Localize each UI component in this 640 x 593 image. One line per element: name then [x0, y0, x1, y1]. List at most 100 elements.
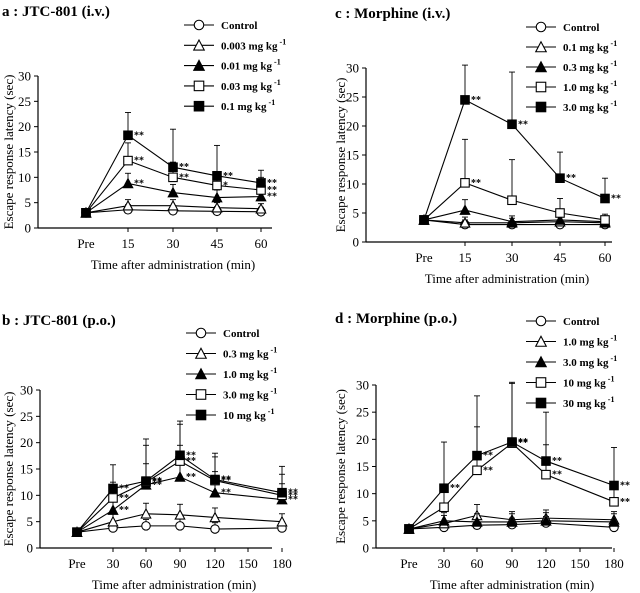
significance-mark: **: [186, 472, 196, 483]
legend-unit-superscript: -1: [266, 407, 275, 416]
y-tick-label: 5: [27, 514, 34, 529]
significance-mark: **: [288, 495, 298, 506]
significance-mark: **: [471, 178, 481, 189]
legend-unit-superscript: -1: [269, 346, 278, 355]
data-point: [609, 480, 619, 491]
significance-mark: **: [620, 497, 630, 508]
legend-marker: [195, 409, 207, 421]
series-4: ** ** ** **: [419, 64, 621, 225]
series-line: [408, 520, 615, 530]
data-point: [168, 172, 178, 183]
series-line: [76, 525, 283, 533]
series-line: [76, 513, 283, 533]
data-point: [141, 521, 151, 531]
legend-marker: [535, 397, 547, 409]
legend-unit-superscript: -1: [609, 39, 618, 48]
data-point: [600, 215, 610, 225]
x-tick-label: Pre: [77, 236, 95, 251]
legend-unit-superscript: -1: [269, 387, 278, 396]
legend-unit-superscript: -1: [609, 79, 618, 88]
data-point: [210, 474, 220, 485]
y-axis-label: Escape response latency (sec): [1, 75, 16, 230]
data-point: [276, 515, 288, 527]
legend-label: Control: [221, 20, 257, 32]
significance-mark: **: [223, 171, 233, 182]
legend-label: 0.003 mg kg -1: [221, 37, 286, 52]
x-tick-label: 120: [536, 556, 556, 571]
panel-b: b : JTC-801 (p.o.) 0 5 10 15 20 25 30 Pre 30 60 90 1…: [1, 313, 298, 592]
legend-label: 3.0 mg kg -1: [563, 99, 617, 114]
legend-label: 10 mg kg -1: [563, 375, 614, 390]
legend-marker: [193, 80, 205, 92]
data-point: [141, 476, 151, 486]
data-point: [540, 514, 552, 526]
data-point: [174, 470, 186, 482]
y-tick-label: 25: [346, 90, 359, 105]
data-point: [609, 497, 619, 507]
data-point: [472, 465, 482, 476]
panel-title: d : Morphine (p.o.): [335, 311, 457, 327]
data-point: [209, 511, 221, 523]
data-point: [255, 202, 267, 214]
panel-c: c : Morphine (i.v.) 0 5 10 15 20 25 30 Pre 15 30 45…: [333, 6, 621, 286]
y-axis-label: Escape response latency (sec): [1, 392, 16, 547]
x-tick-label: 60: [140, 556, 153, 571]
data-point: [174, 508, 186, 520]
x-tick-label: 60: [471, 556, 484, 571]
y-tick-label: 25: [356, 405, 369, 420]
x-tick-label: Pre: [400, 556, 418, 571]
data-point: [72, 527, 82, 538]
x-tick-label: Pre: [415, 250, 433, 265]
data-point: [555, 173, 565, 183]
data-point: [167, 199, 179, 211]
data-point: [209, 486, 221, 498]
x-tick-label: Pre: [68, 556, 86, 571]
significance-mark: **: [566, 173, 576, 184]
data-point: [471, 515, 483, 527]
significance-mark: **: [518, 119, 528, 130]
legend-unit-superscript: -1: [272, 58, 281, 67]
legend-label: 0.1 mg kg -1: [563, 39, 617, 54]
significance-mark: **: [221, 475, 231, 486]
legend-label: 3.0 mg kg -1: [223, 387, 277, 402]
significance-mark: **: [134, 156, 144, 167]
data-point: [460, 178, 470, 188]
significance-mark: **: [471, 95, 481, 106]
data-point: [555, 208, 565, 218]
significance-mark: **: [611, 194, 621, 205]
series-4: ** ** ** ** **: [404, 381, 630, 534]
x-tick-label: 180: [272, 556, 292, 571]
significance-mark: **: [267, 192, 277, 203]
legend-marker: [535, 101, 547, 113]
series-line: [408, 522, 615, 530]
y-tick-label: 10: [356, 486, 369, 501]
y-tick-label: 0: [25, 221, 32, 236]
data-point: [439, 502, 449, 513]
significance-mark: **: [119, 483, 129, 494]
legend-unit-superscript: -1: [272, 78, 281, 87]
data-point: [600, 193, 610, 204]
x-axis-label: Time after administration (min): [425, 271, 590, 286]
x-tick-label: 30: [506, 250, 519, 265]
legend-label: 1.0 mg kg -1: [563, 334, 617, 349]
x-axis-label: Time after administration (min): [430, 577, 595, 592]
data-point: [439, 483, 449, 494]
y-tick-label: 15: [346, 148, 359, 163]
data-point: [507, 195, 517, 206]
y-tick-label: 25: [20, 409, 33, 424]
data-point: [140, 507, 152, 519]
legend-marker: [535, 81, 547, 93]
data-point: [122, 177, 134, 189]
legend-marker: [193, 100, 205, 112]
x-tick-label: 90: [506, 556, 519, 571]
significance-mark: **: [186, 456, 196, 467]
legend-marker: [534, 335, 548, 347]
significance-mark: **: [483, 465, 493, 476]
data-point: [212, 171, 222, 181]
x-tick-label: 150: [570, 556, 590, 571]
legend-label: 0.3 mg kg -1: [223, 346, 277, 361]
y-tick-label: 20: [20, 435, 33, 450]
x-tick-label: 120: [205, 556, 225, 571]
y-tick-label: 5: [363, 513, 370, 528]
